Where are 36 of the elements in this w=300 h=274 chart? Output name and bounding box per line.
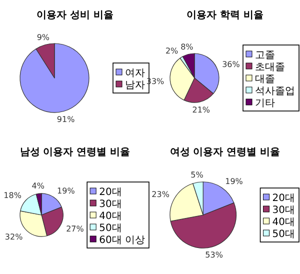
legend-label: 50대: [272, 229, 295, 240]
data-label: 23%: [152, 190, 170, 200]
legend-label: 기타: [255, 98, 275, 109]
data-label: 32%: [4, 232, 24, 242]
legend-label: 대졸: [255, 74, 275, 85]
data-label: 19%: [57, 186, 76, 196]
data-label: 19%: [225, 176, 244, 186]
legend-label: 50대: [99, 223, 122, 234]
chart-title: 남성 이용자 연령별 비율: [20, 147, 130, 158]
chart-title: 이용자 학력 비율: [186, 10, 264, 21]
legend-label: 20대: [99, 187, 122, 198]
data-label: 4%: [32, 182, 45, 191]
chart-title: 여성 이용자 연령별 비율: [170, 147, 280, 158]
data-label: 18%: [4, 190, 22, 200]
data-label: 9%: [36, 33, 50, 42]
legend-label: 20대: [272, 193, 295, 204]
legend-label: 남자: [125, 80, 145, 91]
data-label: 5%: [190, 170, 204, 180]
legend-label: 30대: [99, 199, 122, 210]
legend-label: 40대: [272, 217, 295, 228]
data-label: 36%: [222, 60, 240, 70]
legend-label: 초대졸: [255, 62, 285, 73]
chart-title: 이용자 성비 비율: [36, 10, 114, 21]
legend-label: 여자: [125, 68, 145, 79]
legend-label: 40대: [99, 211, 122, 222]
data-label: 91%: [56, 114, 76, 124]
legend-label: 60대 이상: [99, 235, 145, 246]
legend-label: 석사졸업: [255, 86, 295, 97]
data-label: 8%: [180, 42, 194, 52]
legend-label: 30대: [272, 205, 295, 216]
data-label: 21%: [192, 106, 210, 115]
data-label: 27%: [66, 224, 84, 234]
pie-slice: [20, 43, 90, 113]
data-label: 53%: [205, 250, 224, 260]
legend-label: 고졸: [255, 50, 275, 61]
data-label: 2%: [165, 46, 179, 56]
